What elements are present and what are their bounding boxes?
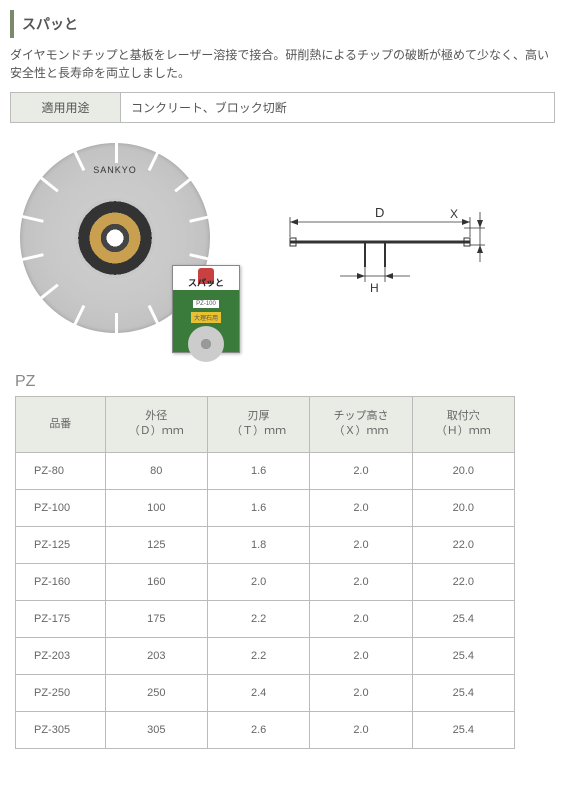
table-row: PZ-1751752.22.025.4 — [16, 600, 515, 637]
cell-d: 100 — [105, 489, 207, 526]
table-row: PZ-1601602.02.022.0 — [16, 563, 515, 600]
table-row: PZ-1251251.82.022.0 — [16, 526, 515, 563]
cell-x: 2.0 — [310, 600, 412, 637]
cell-pn: PZ-125 — [16, 526, 106, 563]
spec-table: 品番 外径（Ｄ）ｍｍ 刃厚（Ｔ）ｍｍ チップ高さ（Ｘ）ｍｍ 取付穴（Ｈ）ｍｍ P… — [15, 396, 515, 749]
cell-t: 1.8 — [207, 526, 309, 563]
cell-x: 2.0 — [310, 489, 412, 526]
cell-d: 305 — [105, 711, 207, 748]
cell-t: 2.2 — [207, 600, 309, 637]
dimension-diagram: D X H — [270, 192, 490, 305]
cell-pn: PZ-175 — [16, 600, 106, 637]
cell-d: 175 — [105, 600, 207, 637]
cell-x: 2.0 — [310, 637, 412, 674]
table-row: PZ-1001001.62.020.0 — [16, 489, 515, 526]
cell-d: 80 — [105, 452, 207, 489]
table-row: PZ-3053052.62.025.4 — [16, 711, 515, 748]
use-value: コンクリート、ブロック切断 — [121, 93, 555, 123]
table-row: PZ-2502502.42.025.4 — [16, 674, 515, 711]
cell-h: 25.4 — [412, 600, 514, 637]
cell-h: 20.0 — [412, 489, 514, 526]
cell-d: 160 — [105, 563, 207, 600]
cell-pn: PZ-160 — [16, 563, 106, 600]
package-image: スパッと PZ-100 大理石用 — [172, 265, 240, 353]
cell-t: 1.6 — [207, 452, 309, 489]
cell-t: 2.2 — [207, 637, 309, 674]
cell-x: 2.0 — [310, 711, 412, 748]
section-label: PZ — [15, 373, 555, 391]
col-t: 刃厚（Ｔ）ｍｍ — [207, 397, 309, 453]
blade-image: SANKYO スパッと PZ-100 大理石用 — [20, 143, 230, 353]
cell-d: 203 — [105, 637, 207, 674]
cell-x: 2.0 — [310, 526, 412, 563]
product-description: ダイヤモンドチップと基板をレーザー溶接で接合。研削熱によるチップの破断が極めて少… — [10, 46, 555, 82]
cell-pn: PZ-100 — [16, 489, 106, 526]
spec-header-row: 品番 外径（Ｄ）ｍｍ 刃厚（Ｔ）ｍｍ チップ高さ（Ｘ）ｍｍ 取付穴（Ｈ）ｍｍ — [16, 397, 515, 453]
cell-h: 22.0 — [412, 563, 514, 600]
package-name: スパッと — [188, 276, 224, 289]
blade-center — [75, 198, 155, 278]
cell-x: 2.0 — [310, 674, 412, 711]
cell-h: 20.0 — [412, 452, 514, 489]
col-pn: 品番 — [16, 397, 106, 453]
package-disc-icon — [188, 326, 224, 362]
cell-pn: PZ-80 — [16, 452, 106, 489]
cell-h: 22.0 — [412, 526, 514, 563]
use-label: 適用用途 — [11, 93, 121, 123]
cell-x: 2.0 — [310, 452, 412, 489]
use-table: 適用用途 コンクリート、ブロック切断 — [10, 92, 555, 123]
table-row: PZ-2032032.22.025.4 — [16, 637, 515, 674]
cell-t: 2.0 — [207, 563, 309, 600]
dim-h-label: H — [370, 281, 379, 295]
cell-h: 25.4 — [412, 711, 514, 748]
cell-d: 250 — [105, 674, 207, 711]
dim-x-label: X — [450, 207, 458, 221]
blade-brand: SANKYO — [93, 165, 137, 175]
cell-pn: PZ-250 — [16, 674, 106, 711]
col-d: 外径（Ｄ）ｍｍ — [105, 397, 207, 453]
product-title: スパッと — [10, 10, 555, 38]
cell-h: 25.4 — [412, 674, 514, 711]
table-row: PZ-80801.62.020.0 — [16, 452, 515, 489]
cell-h: 25.4 — [412, 637, 514, 674]
dim-d-label: D — [375, 205, 384, 220]
cell-d: 125 — [105, 526, 207, 563]
cell-t: 1.6 — [207, 489, 309, 526]
col-x: チップ高さ（Ｘ）ｍｍ — [310, 397, 412, 453]
package-tag: 大理石用 — [191, 312, 221, 323]
cell-t: 2.6 — [207, 711, 309, 748]
image-row: SANKYO スパッと PZ-100 大理石用 — [10, 138, 555, 358]
cell-x: 2.0 — [310, 563, 412, 600]
col-h: 取付穴（Ｈ）ｍｍ — [412, 397, 514, 453]
cell-pn: PZ-305 — [16, 711, 106, 748]
package-code: PZ-100 — [193, 300, 219, 308]
cell-t: 2.4 — [207, 674, 309, 711]
cell-pn: PZ-203 — [16, 637, 106, 674]
